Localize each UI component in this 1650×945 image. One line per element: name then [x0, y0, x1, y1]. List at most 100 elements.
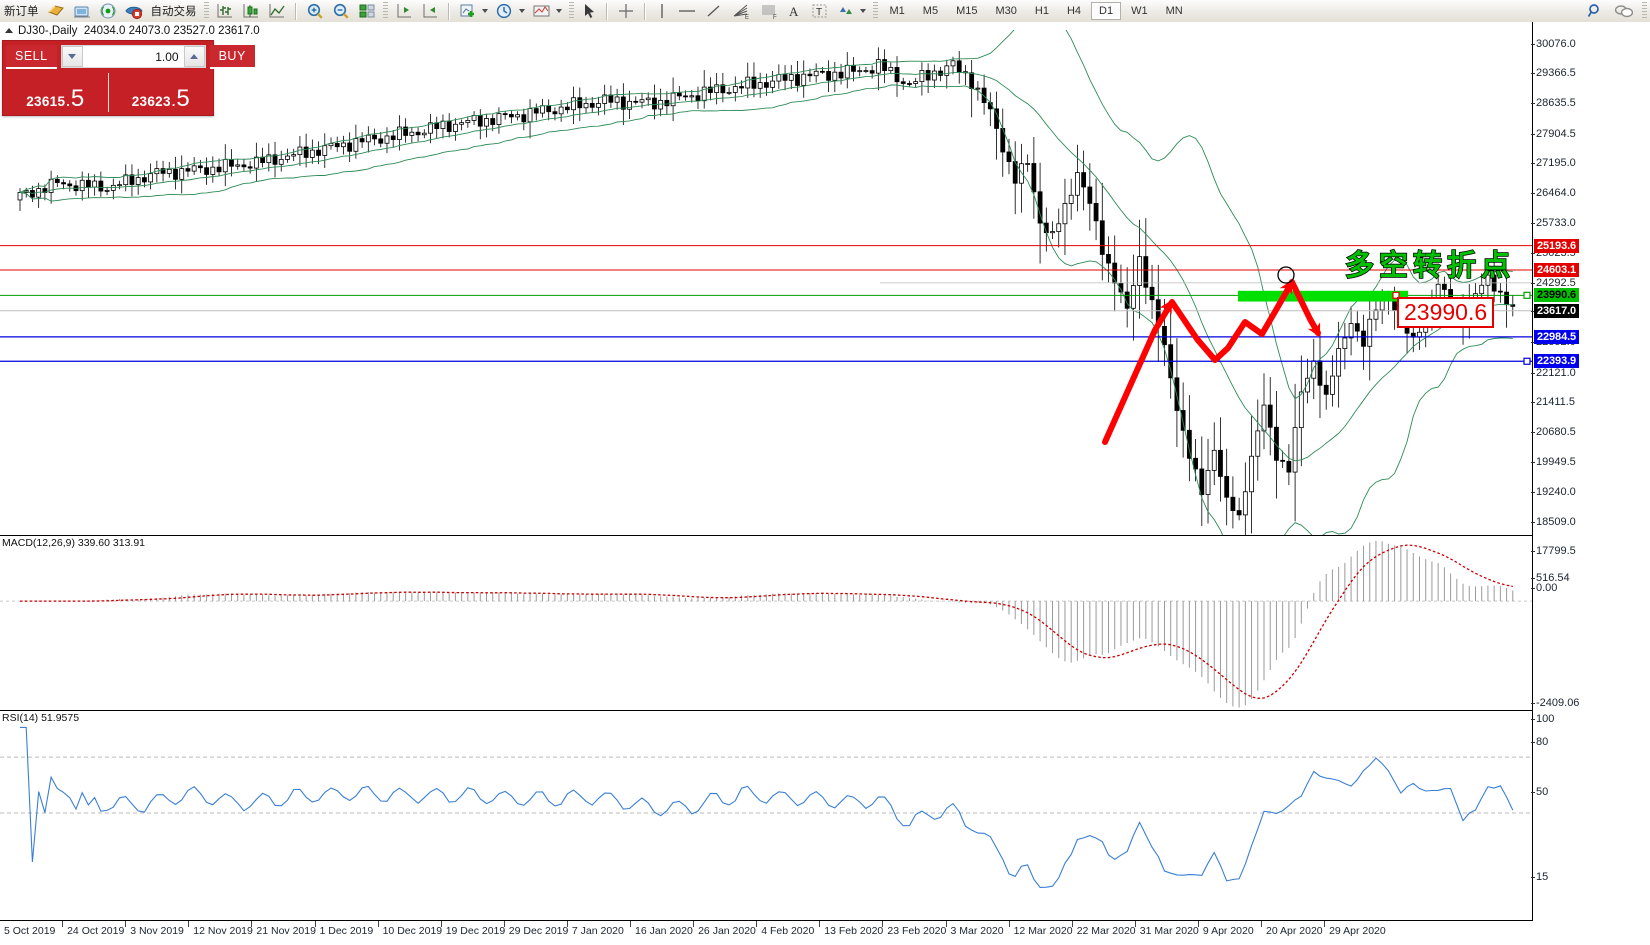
toolbar-grip-5[interactable]: [1642, 2, 1647, 20]
support-zone-rectangle[interactable]: [1238, 290, 1408, 302]
one-click-trading-panel[interactable]: SELL 1.00 BUY 23615 . 5 23623 .: [2, 40, 255, 116]
volume-stepper[interactable]: 1.00: [60, 45, 206, 68]
svg-text:A: A: [789, 4, 799, 19]
toolbar-grip-3[interactable]: [568, 2, 574, 20]
price-tag-resistance-line[interactable]: 25193.6: [1534, 238, 1580, 253]
price-tick: 27195.0: [1531, 156, 1576, 169]
toolbar-grip-4[interactable]: [872, 2, 878, 20]
level-line-handle[interactable]: [1523, 357, 1531, 365]
timeframe-m1[interactable]: M1: [889, 5, 905, 17]
price-tick: 17799.5: [1531, 545, 1576, 557]
rsi-tick: 80: [1530, 736, 1549, 748]
toolbar-grip[interactable]: [203, 2, 209, 20]
date-tick: 12 Nov 2019: [193, 925, 253, 937]
breakout-circle-marker[interactable]: [1277, 266, 1295, 284]
date-tick-mark: [188, 921, 190, 927]
macd-pane[interactable]: MACD(12,26,9) 339.60 313.91: [0, 535, 1532, 711]
date-tick-mark: [1261, 921, 1262, 927]
candlestick-chart-icon[interactable]: [238, 1, 264, 21]
timeframe-m15[interactable]: M15: [956, 5, 978, 17]
zigzag-trend-annotation[interactable]: [1102, 279, 1321, 445]
shapes-dropdown-caret[interactable]: [859, 9, 866, 13]
cursor-icon[interactable]: [577, 1, 601, 21]
horizontal-line-icon[interactable]: [673, 1, 701, 21]
new-order-button[interactable]: 新订单: [4, 6, 39, 18]
indicators-icon[interactable]: [455, 1, 481, 21]
date-tick: 26 Jan 2020: [698, 925, 756, 937]
fibonacci-fan-icon[interactable]: E: [727, 1, 755, 21]
data-window-icon[interactable]: [43, 1, 69, 21]
date-tick-mark: [1134, 921, 1136, 927]
collapse-triangle-icon[interactable]: [5, 28, 13, 33]
sell-button[interactable]: SELL: [6, 44, 57, 69]
date-tick: 13 Feb 2020: [824, 925, 884, 937]
trendline-icon[interactable]: [701, 1, 727, 21]
chart-symbol-label: DJ30-,Daily: [18, 25, 78, 37]
timeframe-h1[interactable]: H1: [1034, 5, 1049, 17]
sell-price-fraction: 5: [70, 85, 85, 112]
period-dropdown-caret[interactable]: [518, 9, 525, 13]
buy-price-fraction: 5: [176, 85, 190, 112]
buy-button[interactable]: BUY: [209, 44, 255, 69]
price-scale[interactable]: 30076.0 29366.5 28635.5 27904.5 27195.0 26464…: [1530, 22, 1650, 945]
timeframe-w1[interactable]: W1: [1131, 5, 1148, 17]
date-tick-mark: [1197, 921, 1199, 927]
vertical-line-icon[interactable]: [651, 1, 673, 21]
navigator-icon[interactable]: [69, 1, 95, 21]
volume-input[interactable]: 1.00: [82, 49, 184, 64]
date-tick: 29 Apr 2020: [1329, 925, 1386, 937]
search-icon[interactable]: [1581, 1, 1609, 21]
date-tick-mark: [62, 921, 64, 927]
chat-icon[interactable]: [1609, 1, 1639, 21]
zoom-out-icon[interactable]: [328, 1, 354, 21]
price-chart-plot[interactable]: [0, 30, 1532, 543]
time-scale[interactable]: 5 Oct 2019 24 Oct 2019 3 Nov 2019 12 Nov 20…: [0, 920, 1532, 945]
price-callout-annotation: 23990.6: [1397, 297, 1495, 328]
volume-decrease-button[interactable]: [61, 46, 83, 67]
price-tag-last-price[interactable]: 23617.0: [1534, 303, 1580, 318]
templates-dropdown-caret[interactable]: [555, 9, 562, 13]
volume-increase-button[interactable]: [183, 46, 205, 67]
buy-price[interactable]: 23623 . 5: [109, 70, 214, 115]
callout-handle[interactable]: [1392, 291, 1400, 299]
autotrade-icon[interactable]: [121, 1, 147, 21]
price-tag-support-line[interactable]: 23990.6: [1534, 288, 1580, 303]
chart-ohlc-values: 24034.0 24073.0 23527.0 23617.0: [83, 25, 260, 37]
price-tick: 19240.0: [1531, 485, 1576, 498]
fibonacci-icon[interactable]: F: [755, 1, 783, 21]
price-tag-resistance-line[interactable]: 24603.1: [1534, 263, 1580, 278]
timeframe-m5[interactable]: M5: [922, 5, 939, 17]
timeframe-h4[interactable]: H4: [1066, 5, 1081, 17]
crosshair-icon[interactable]: [613, 1, 639, 21]
rsi-pane[interactable]: RSI(14) 51.9575: [0, 710, 1532, 922]
date-tick-mark: [125, 921, 127, 927]
price-tick: 29366.5: [1531, 67, 1576, 80]
zoom-in-icon[interactable]: [302, 1, 328, 21]
shapes-icon[interactable]: [833, 1, 859, 21]
timeframe-d1[interactable]: D1: [1091, 2, 1122, 20]
text-box-icon[interactable]: T: [807, 1, 833, 21]
date-tick: 5 Oct 2019: [4, 925, 56, 937]
timeframe-mn[interactable]: MN: [1165, 5, 1183, 17]
level-line-handle[interactable]: [1523, 291, 1531, 299]
timeframe-m30[interactable]: M30: [995, 5, 1017, 17]
tile-windows-icon[interactable]: [354, 1, 380, 21]
chart-shift-icon[interactable]: [391, 1, 417, 21]
autotrade-button[interactable]: 自动交易: [150, 6, 197, 18]
sell-price[interactable]: 23615 . 5: [3, 70, 108, 115]
line-chart-icon[interactable]: [264, 1, 290, 21]
period-icon[interactable]: [492, 1, 518, 21]
price-tag-support-line[interactable]: 22984.5: [1534, 329, 1580, 344]
templates-icon[interactable]: [529, 1, 555, 21]
text-label-icon[interactable]: A: [783, 1, 807, 21]
bar-chart-icon[interactable]: [212, 1, 238, 21]
arrow-head-icon: [1279, 280, 1293, 295]
toolbar-grip-2[interactable]: [382, 2, 388, 20]
indicators-dropdown-caret[interactable]: [481, 9, 488, 13]
signals-icon[interactable]: [95, 1, 121, 21]
chart-canvas[interactable]: DJ30-,Daily 24034.0 24073.0 23527.0 2361…: [0, 22, 1650, 945]
bollinger-middle-band: [19, 71, 1513, 462]
auto-scroll-icon[interactable]: [417, 1, 443, 21]
price-tag-support-line[interactable]: 22393.9: [1534, 354, 1580, 369]
macd-signal-line: [20, 544, 1513, 699]
